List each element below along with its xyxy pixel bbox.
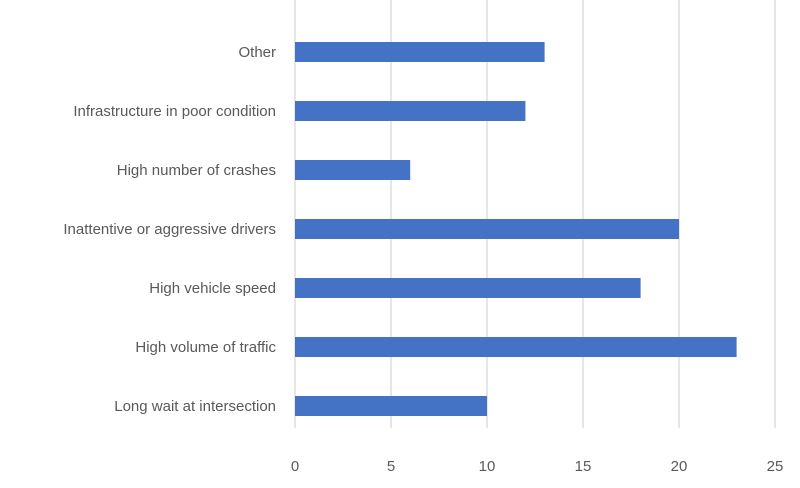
bar (295, 101, 526, 121)
bar (295, 396, 487, 416)
x-tick-label: 10 (479, 458, 496, 475)
bar (295, 160, 411, 180)
category-label: Inattentive or aggressive drivers (63, 221, 276, 238)
x-tick-label: 25 (767, 458, 784, 475)
category-label: High number of crashes (117, 162, 276, 179)
x-tick-label: 5 (387, 458, 395, 475)
category-label: High volume of traffic (135, 339, 276, 356)
category-label: High vehicle speed (149, 280, 276, 297)
x-tick-label: 0 (291, 458, 299, 475)
category-label: Other (238, 44, 276, 61)
bar (295, 219, 679, 239)
x-tick-label: 20 (671, 458, 688, 475)
bar (295, 337, 737, 357)
bar (295, 42, 545, 62)
bars (295, 42, 737, 416)
category-labels: Other Infrastructure in poor condition Hig… (63, 44, 276, 415)
x-tick-label: 15 (575, 458, 592, 475)
category-label: Infrastructure in poor condition (73, 103, 276, 120)
bar (295, 278, 641, 298)
x-tick-labels: 0 5 10 15 20 25 (291, 458, 784, 475)
category-label: Long wait at intersection (114, 398, 276, 415)
gridlines (294, 0, 776, 428)
